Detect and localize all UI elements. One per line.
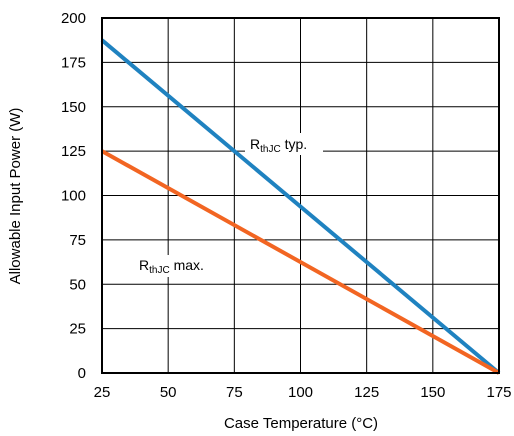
y-tick-label: 125 (61, 143, 86, 160)
y-tick-label: 100 (61, 188, 86, 205)
annotation-max: RthJC max. (139, 257, 204, 276)
y-tick-label: 150 (61, 99, 86, 116)
annotation-typ-main: R (250, 136, 260, 152)
plot-frame (101, 17, 500, 374)
series-line-max (101, 149, 500, 375)
x-tick-labels: 25 50 75 100 125 150 175 (94, 384, 512, 401)
y-axis-title: Allowable Input Power (W) (7, 108, 24, 285)
y-tick-labels: 0 25 50 75 100 125 150 175 200 (61, 10, 86, 382)
x-tick-label: 25 (94, 384, 111, 401)
annotation-max-suffix: max. (170, 257, 204, 273)
series-lines (100, 38, 501, 375)
x-tick-label: 75 (226, 384, 243, 401)
annotation-max-main: R (139, 257, 149, 273)
annotation-typ: RthJC typ. (250, 136, 307, 155)
y-tick-label: 25 (69, 321, 86, 338)
annotation-typ-background (245, 133, 323, 155)
x-tick-label: 100 (288, 384, 313, 401)
annotation-max-sub: thJC (149, 265, 170, 276)
annotation-typ-sub: thJC (260, 144, 281, 155)
x-tick-label: 175 (486, 384, 511, 401)
x-tick-label: 150 (420, 384, 445, 401)
x-axis-title: Case Temperature (°C) (224, 415, 378, 432)
y-tick-label: 175 (61, 54, 86, 71)
y-tick-label: 200 (61, 10, 86, 27)
annotation-max-background (134, 255, 220, 277)
x-tick-label: 125 (354, 384, 379, 401)
y-tick-label: 75 (69, 232, 86, 249)
y-tick-label: 0 (78, 365, 86, 382)
annotation-typ-suffix: typ. (281, 136, 307, 152)
x-tick-label: 50 (160, 384, 177, 401)
series-line-typ (100, 38, 501, 375)
grid-lines (101, 17, 500, 374)
y-tick-label: 50 (69, 276, 86, 293)
